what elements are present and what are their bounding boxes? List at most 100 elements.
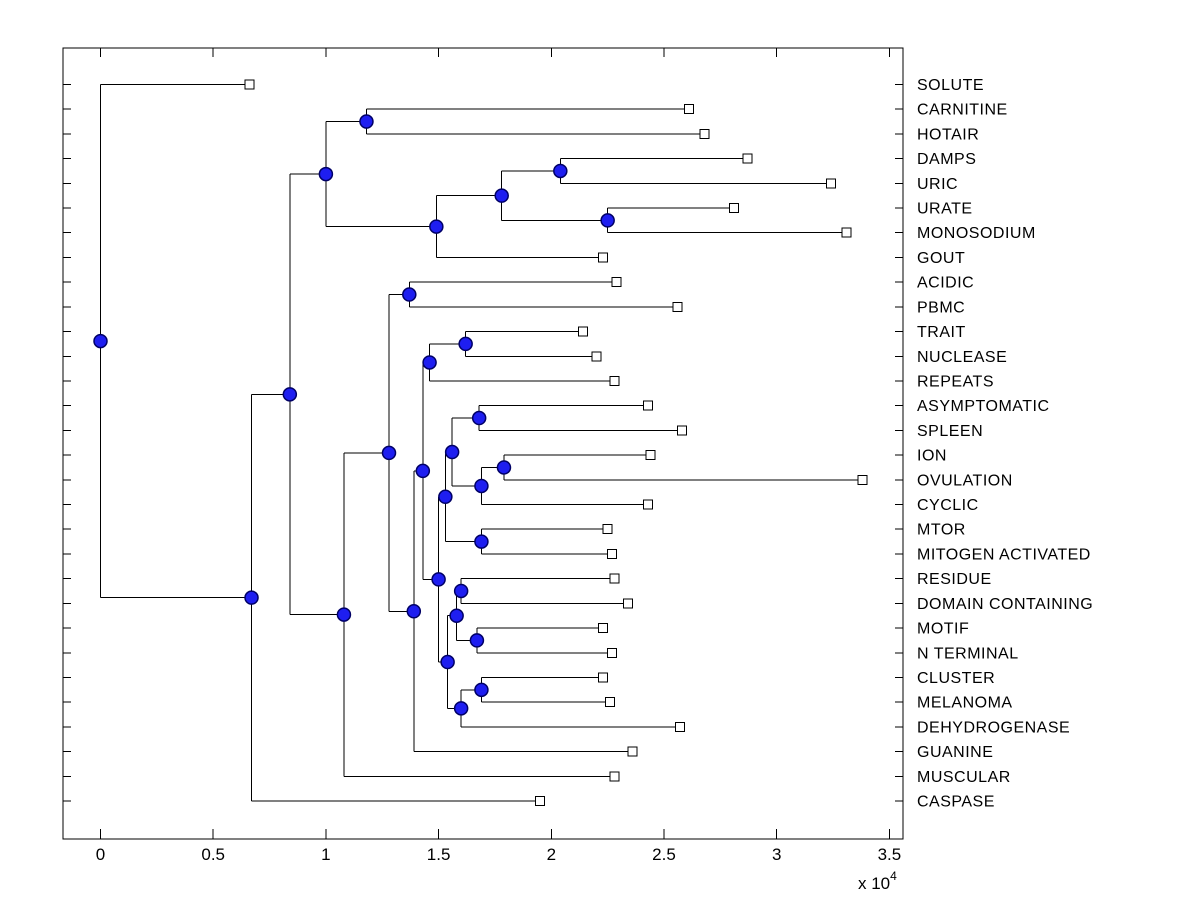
x-tick-label: 0 <box>96 845 105 864</box>
internal-node-marker[interactable] <box>438 489 453 505</box>
leaf-node-marker[interactable] <box>611 277 622 288</box>
internal-node-marker[interactable] <box>422 355 437 370</box>
leaf-label: NUCLEASE <box>917 349 1007 366</box>
leaf-label: MUSCULAR <box>917 769 1011 786</box>
x-tick-label: 3 <box>772 845 781 864</box>
leaf-node-marker[interactable] <box>672 301 683 312</box>
leaf-label: MOTIF <box>917 621 969 638</box>
internal-node-marker[interactable] <box>402 287 417 302</box>
leaf-node-marker[interactable] <box>598 672 609 683</box>
leaf-label: N TERMINAL <box>917 645 1019 662</box>
leaf-label: PBMC <box>917 299 965 316</box>
x-tick-label: 2.5 <box>652 845 676 864</box>
leaf-node-marker[interactable] <box>609 573 620 584</box>
internal-node-marker[interactable] <box>444 444 460 460</box>
leaf-node-marker[interactable] <box>683 104 694 115</box>
leaf-node-marker[interactable] <box>535 796 546 807</box>
leaf-label: HOTAIR <box>917 126 979 143</box>
internal-node-marker[interactable] <box>600 213 615 228</box>
internal-node-marker[interactable] <box>440 654 455 670</box>
internal-node-marker[interactable] <box>474 478 489 494</box>
leaf-node-marker[interactable] <box>841 227 852 238</box>
internal-node-marker[interactable] <box>431 572 446 587</box>
leaf-labels: SOLUTE CARNITINE HOTAIR DAMPS URIC URATE MONOS… <box>917 77 1093 811</box>
leaf-label: MELANOMA <box>917 695 1013 712</box>
internal-node-marker[interactable] <box>381 445 397 461</box>
axis-ticks <box>63 48 903 839</box>
leaf-label: GOUT <box>917 250 965 267</box>
internal-node-marker[interactable] <box>453 701 469 716</box>
x-tick-label: 0.5 <box>201 845 225 864</box>
leaf-node-marker[interactable] <box>728 203 739 214</box>
leaf-node-marker[interactable] <box>643 499 654 510</box>
leaf-label: TRAIT <box>917 324 966 341</box>
x-tick-label: 1.5 <box>427 845 451 864</box>
internal-node-marker[interactable] <box>415 463 431 479</box>
leaf-label: OVULATION <box>917 472 1013 489</box>
internal-node-marker[interactable] <box>318 166 334 182</box>
leaf-node-marker[interactable] <box>622 598 633 609</box>
internal-node-marker[interactable] <box>359 114 374 129</box>
leaf-node-marker[interactable] <box>857 474 868 485</box>
x-tick-label: 2 <box>547 845 556 864</box>
internal-node-marker[interactable] <box>553 163 568 179</box>
internal-node-marker[interactable] <box>494 188 509 203</box>
internal-node-marker[interactable] <box>93 333 108 349</box>
leaf-node-marker[interactable] <box>577 326 588 337</box>
leaf-node-marker[interactable] <box>591 351 602 362</box>
leaf-label: RESIDUE <box>917 571 992 588</box>
leaf-node-marker[interactable] <box>244 79 255 90</box>
axis-exponent-label: x 104 <box>858 869 897 893</box>
leaf-label: MONOSODIUM <box>917 225 1036 242</box>
leaf-label: ION <box>917 448 947 465</box>
leaf-label: DAMPS <box>917 151 976 168</box>
leaf-label: CLUSTER <box>917 670 995 687</box>
internal-node-marker[interactable] <box>458 336 473 352</box>
leaf-label: URATE <box>917 201 973 218</box>
leaf-node-marker[interactable] <box>742 153 753 164</box>
internal-node-marker[interactable] <box>282 387 298 402</box>
internal-node-marker[interactable] <box>429 219 444 234</box>
leaf-label: SOLUTE <box>917 77 984 94</box>
leaf-node-marker[interactable] <box>645 450 656 461</box>
leaf-label: SPLEEN <box>917 423 983 440</box>
leaf-label: MTOR <box>917 522 966 539</box>
leaf-node-marker[interactable] <box>643 400 654 411</box>
internal-node-marker[interactable] <box>474 682 489 698</box>
leaf-node-marker[interactable] <box>825 178 836 189</box>
leaf-node-marker[interactable] <box>598 252 609 263</box>
x-axis-tick-labels: 0 0.5 1 1.5 2 2.5 3 3.5 <box>96 845 901 864</box>
leaf-node-marker[interactable] <box>607 647 618 658</box>
leaf-node-marker[interactable] <box>677 425 688 436</box>
internal-node-marker[interactable] <box>406 604 422 619</box>
internal-node-marker[interactable] <box>336 607 352 622</box>
internal-node-marker[interactable] <box>449 608 464 623</box>
leaf-label: CYCLIC <box>917 497 979 514</box>
leaf-label: DEHYDROGENASE <box>917 719 1070 736</box>
leaf-label: MITOGEN ACTIVATED <box>917 546 1091 563</box>
leaf-label: ACIDIC <box>917 275 974 292</box>
leaf-node-marker[interactable] <box>627 746 638 757</box>
leaf-node-marker[interactable] <box>604 697 615 708</box>
leaf-node-marker[interactable] <box>607 548 618 559</box>
internal-node-marker[interactable] <box>474 534 489 549</box>
leaf-node-marker[interactable] <box>602 524 613 535</box>
leaf-node-marker[interactable] <box>609 771 620 782</box>
internal-node-marker[interactable] <box>453 583 469 599</box>
leaf-label: ASYMPTOMATIC <box>917 398 1050 415</box>
internal-node-markers <box>93 114 615 716</box>
x-tick-label: 3.5 <box>878 845 902 864</box>
internal-node-marker[interactable] <box>471 410 487 426</box>
leaf-node-marker[interactable] <box>609 375 620 386</box>
leaf-node-marker[interactable] <box>674 721 685 732</box>
internal-node-marker[interactable] <box>244 590 259 605</box>
leaf-node-marker[interactable] <box>699 128 710 139</box>
leaf-node-marker[interactable] <box>598 623 609 634</box>
internal-node-marker[interactable] <box>496 460 512 475</box>
x-tick-label: 1 <box>321 845 330 864</box>
leaf-label: CASPASE <box>917 794 995 811</box>
leaf-label: CARNITINE <box>917 102 1008 119</box>
leaf-label: REPEATS <box>917 373 994 390</box>
internal-node-marker[interactable] <box>469 633 485 648</box>
